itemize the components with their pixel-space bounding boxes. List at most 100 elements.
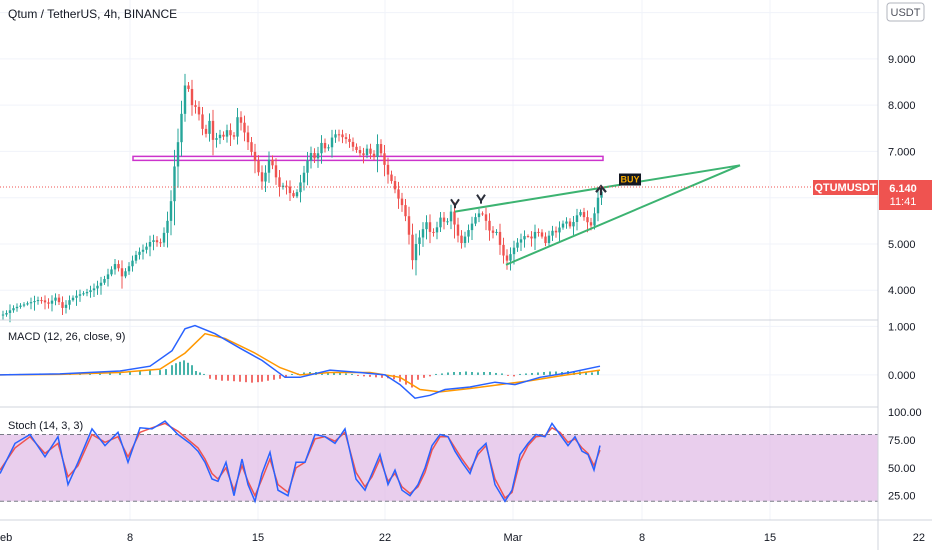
candle-body [397, 189, 400, 199]
candle-body [323, 142, 327, 149]
candle-body [558, 227, 561, 233]
macd-histogram-bar [435, 373, 437, 375]
macd-histogram-bar [381, 374, 383, 378]
macd-histogram-bar [209, 374, 211, 379]
candle-body [418, 237, 421, 244]
candle-body [208, 120, 211, 134]
candle-body [124, 271, 127, 277]
candle-body [512, 247, 516, 255]
candle-body [358, 150, 362, 154]
macd-histogram-bar [519, 373, 521, 375]
macd-histogram-bar [417, 374, 419, 380]
macd-histogram-bar [119, 372, 121, 375]
stoch-band [0, 434, 878, 502]
candle-body [404, 205, 407, 217]
arrow-up-icon [595, 184, 607, 196]
macd-histogram-bar [129, 371, 131, 375]
macd-grid [0, 325, 878, 376]
candle-body [449, 211, 453, 222]
candle-body [400, 198, 404, 206]
candle-body [57, 297, 61, 303]
candle-body [190, 88, 194, 106]
candle-body [533, 231, 537, 239]
candle-body [411, 234, 414, 261]
time-axis-labels[interactable]: eb 8 15 22 Mar 8 15 22 [0, 532, 925, 544]
candle-body [477, 213, 481, 218]
macd-histogram-bar [513, 374, 515, 377]
macd-histogram-bar [245, 374, 247, 383]
candle-body [320, 142, 323, 154]
macd-title: MACD (12, 26, close, 9) [8, 331, 125, 343]
macd-histogram-bar [489, 372, 491, 375]
macd-histogram-bar [261, 374, 263, 382]
candle-body [306, 160, 309, 173]
candle-body [127, 266, 131, 272]
candle-body [110, 269, 113, 275]
macd-histogram-bar [483, 372, 485, 375]
candle-body [379, 144, 383, 154]
candle-body [33, 301, 36, 303]
candle-body [365, 148, 369, 156]
candle-body [579, 212, 582, 216]
candle-body [355, 146, 358, 151]
candle-body [498, 231, 502, 245]
candle-body [390, 174, 393, 182]
candle-body [274, 165, 278, 178]
macd-histogram-bar [187, 362, 189, 375]
candle-body [236, 117, 239, 137]
candle-body [155, 240, 159, 243]
currency-button-frame[interactable] [886, 2, 925, 22]
candle-body [568, 221, 572, 227]
candle-body [148, 241, 152, 247]
candle-body [96, 285, 99, 289]
currency-button-label[interactable]: USDT [891, 7, 921, 19]
time-label: eb [0, 532, 12, 544]
candle-body [330, 137, 334, 148]
horizontal-level-line[interactable] [132, 155, 604, 162]
buy-label-bg [619, 173, 641, 186]
drawing-annotations[interactable]: BUY [450, 164, 741, 266]
symbol-tag [813, 180, 878, 195]
macd-histogram-bar [333, 372, 335, 375]
candle-body [197, 106, 201, 115]
macd-histogram-bar [477, 372, 479, 375]
currency-button[interactable]: USDT [886, 2, 925, 22]
stoch-axis-label: 75.00 [888, 435, 916, 447]
candle-body [509, 254, 512, 261]
stoch-axis-label: 50.00 [888, 463, 916, 475]
macd-histogram-bar [525, 373, 527, 375]
candle-body [253, 151, 257, 161]
macd-histogram-bar [345, 373, 347, 375]
macd-histogram-bar [159, 370, 161, 375]
candle-body [292, 193, 295, 197]
candle-body [12, 308, 15, 311]
candle-body [593, 213, 596, 226]
candle-body [596, 197, 600, 214]
candle-body [103, 279, 106, 283]
macd-histogram-bar [183, 360, 185, 375]
candle-body [530, 236, 533, 239]
candle-body [106, 274, 110, 280]
macd-histogram-bar [267, 374, 269, 381]
candle-body [68, 300, 71, 305]
price-axis-label: 9.000 [888, 54, 916, 66]
macd-histogram-bar [363, 374, 365, 377]
candle-body [551, 230, 554, 236]
macd-histogram-bar [199, 372, 201, 375]
candle-body [383, 153, 386, 165]
candle-body [505, 255, 509, 261]
last-price-tag: QTUMUSDT 6.140 11:41 [813, 180, 932, 210]
candle-body [152, 240, 155, 242]
candle-body [5, 312, 8, 315]
candle-body [218, 134, 222, 139]
candle-body [257, 160, 260, 173]
candle-body [463, 236, 467, 244]
candle-body [369, 148, 372, 154]
candle-body [260, 172, 264, 182]
macd-histogram-bar [233, 374, 235, 382]
candle-body [271, 159, 274, 166]
macd-histogram-bar [195, 371, 197, 375]
candle-body [15, 306, 19, 309]
